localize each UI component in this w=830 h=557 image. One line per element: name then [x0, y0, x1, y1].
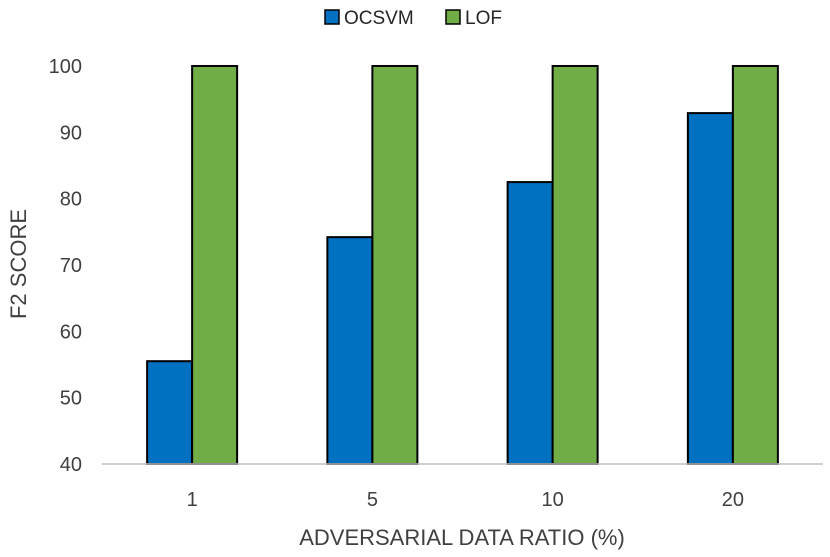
y-tick-label: 100: [49, 56, 82, 78]
x-tick-label: 1: [187, 489, 198, 511]
bar-lof-1: [191, 65, 239, 465]
bar-ocsvm-10: [506, 181, 554, 465]
y-axis-ticks: 40 50 60 70 80 90 100: [49, 56, 82, 476]
bar-lof-5: [371, 65, 419, 465]
legend: OCSVM LOF: [324, 8, 502, 29]
bar-lof-20: [731, 65, 779, 465]
y-tick-label: 70: [60, 255, 82, 277]
x-tick-label: 20: [722, 489, 744, 511]
y-axis-title: F2 SCORE: [6, 209, 31, 319]
x-axis-ticks: 1 5 10 20: [187, 489, 744, 511]
y-tick-label: 50: [60, 388, 82, 410]
x-axis-title: ADVERSARIAL DATA RATIO (%): [299, 525, 625, 550]
y-tick-label: 80: [60, 189, 82, 211]
x-tick-label: 5: [367, 489, 378, 511]
y-tick-label: 40: [60, 454, 82, 476]
bars: [146, 65, 779, 465]
bar-ocsvm-20: [686, 112, 734, 465]
y-tick-label: 60: [60, 321, 82, 343]
y-tick-label: 90: [60, 122, 82, 144]
legend-label-ocsvm: OCSVM: [344, 8, 414, 29]
legend-swatch-ocsvm: [324, 9, 340, 25]
bar-ocsvm-5: [326, 236, 374, 465]
bar-lof-10: [551, 65, 599, 465]
x-tick-label: 10: [542, 489, 564, 511]
legend-label-lof: LOF: [465, 8, 502, 29]
bar-ocsvm-1: [146, 360, 194, 465]
legend-swatch-lof: [445, 9, 461, 25]
